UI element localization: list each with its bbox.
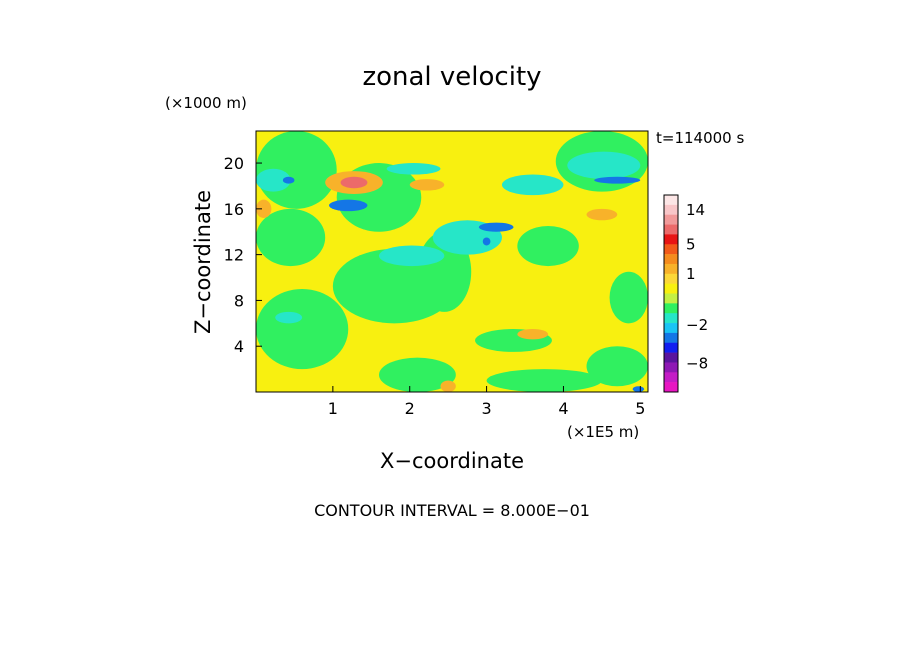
field-region-red-26: [340, 176, 368, 189]
time-label: t=114000 s: [656, 129, 744, 147]
x-tick-label-3: 3: [481, 399, 491, 418]
y-axis-label: Z−coordinate: [191, 190, 215, 334]
y-tick-label-20: 20: [224, 154, 244, 173]
colorbar-band-16: [664, 352, 678, 363]
field-region-orange-25: [517, 329, 549, 340]
colorbar: 14 5 1 −2 −8: [663, 194, 708, 393]
plot-frame: [255, 130, 649, 393]
colorbar-band-7: [664, 263, 678, 275]
field-region-orange-24: [440, 380, 456, 392]
y-axis-units: (×1000 m): [165, 94, 247, 112]
colorbar-tick-label: −8: [686, 354, 708, 372]
field-region-blue-32: [632, 386, 645, 392]
colorbar-tick-label: −2: [686, 316, 708, 334]
colorbar-band-4: [664, 234, 678, 245]
field-region-cyan-18: [567, 151, 641, 180]
field-region-green-8: [609, 271, 648, 324]
colorbar-band-0: [664, 195, 678, 206]
x-tick-label-2: 2: [405, 399, 415, 418]
colorbar-band-15: [664, 342, 678, 353]
field-region-blue-28: [478, 222, 514, 232]
colorbar-frame: [663, 194, 679, 393]
colorbar-band-9: [664, 283, 678, 294]
y-tick-label-4: 4: [234, 337, 244, 356]
field-region-orange-22: [256, 199, 272, 218]
colorbar-tick-label: 1: [686, 265, 696, 283]
colorbar-tick-label: 5: [686, 235, 696, 253]
field-region-orange-23: [586, 208, 618, 221]
colorbar-band-11: [664, 303, 678, 314]
contour-interval-note: CONTOUR INTERVAL = 8.000E−01: [314, 501, 590, 520]
x-tick-label-1: 1: [328, 399, 338, 418]
field-region-orange-21: [409, 179, 445, 191]
field-region-cyan-19: [275, 311, 303, 324]
colorbar-tick-label: 14: [686, 201, 705, 219]
y-tick-label-8: 8: [234, 291, 244, 310]
colorbar-band-3: [664, 224, 678, 235]
field-region-cyan-16: [256, 168, 291, 192]
x-axis-units: (×1E5 m): [567, 423, 639, 441]
field-region-green-9: [378, 357, 456, 392]
colorbar-band-12: [664, 313, 678, 324]
colorbar-band-18: [664, 372, 678, 383]
field-region-cyan-13: [378, 245, 445, 267]
field-region-blue-31: [282, 176, 295, 184]
colorbar-band-1: [664, 204, 678, 215]
y-tick-label-12: 12: [224, 246, 244, 265]
field-region-green-6: [256, 208, 326, 267]
field-region-blue-29: [482, 237, 491, 246]
y-tick-label-16: 16: [224, 200, 244, 219]
chart-title: zonal velocity: [362, 62, 541, 92]
field-region-green-7: [517, 226, 579, 267]
field-region-green-10: [486, 369, 602, 392]
colorbar-band-19: [664, 382, 678, 393]
x-tick-label-4: 4: [558, 399, 568, 418]
y-axis-ticks: 4 8 12 16 20: [224, 154, 262, 356]
field-region-green-11: [586, 346, 648, 387]
colorbar-band-13: [664, 323, 678, 334]
field-region-blue-27: [329, 199, 368, 212]
colorbar-band-14: [664, 332, 678, 344]
field-region-cyan-15: [501, 174, 564, 196]
field-region-cyan-17: [386, 163, 441, 175]
field-region-blue-30: [594, 176, 641, 184]
x-tick-label-5: 5: [635, 399, 645, 418]
x-axis-label: X−coordinate: [380, 449, 524, 473]
plot-area: [255, 130, 649, 393]
colorbar-band-5: [664, 244, 678, 255]
colorbar-band-6: [664, 254, 678, 265]
field-region-green-5: [256, 288, 349, 370]
colorbar-band-8: [664, 273, 678, 284]
colorbar-band-2: [664, 214, 678, 225]
colorbar-band-17: [664, 362, 678, 373]
colorbar-band-10: [664, 293, 678, 304]
x-axis-ticks: 1 2 3 4 5: [328, 386, 645, 418]
